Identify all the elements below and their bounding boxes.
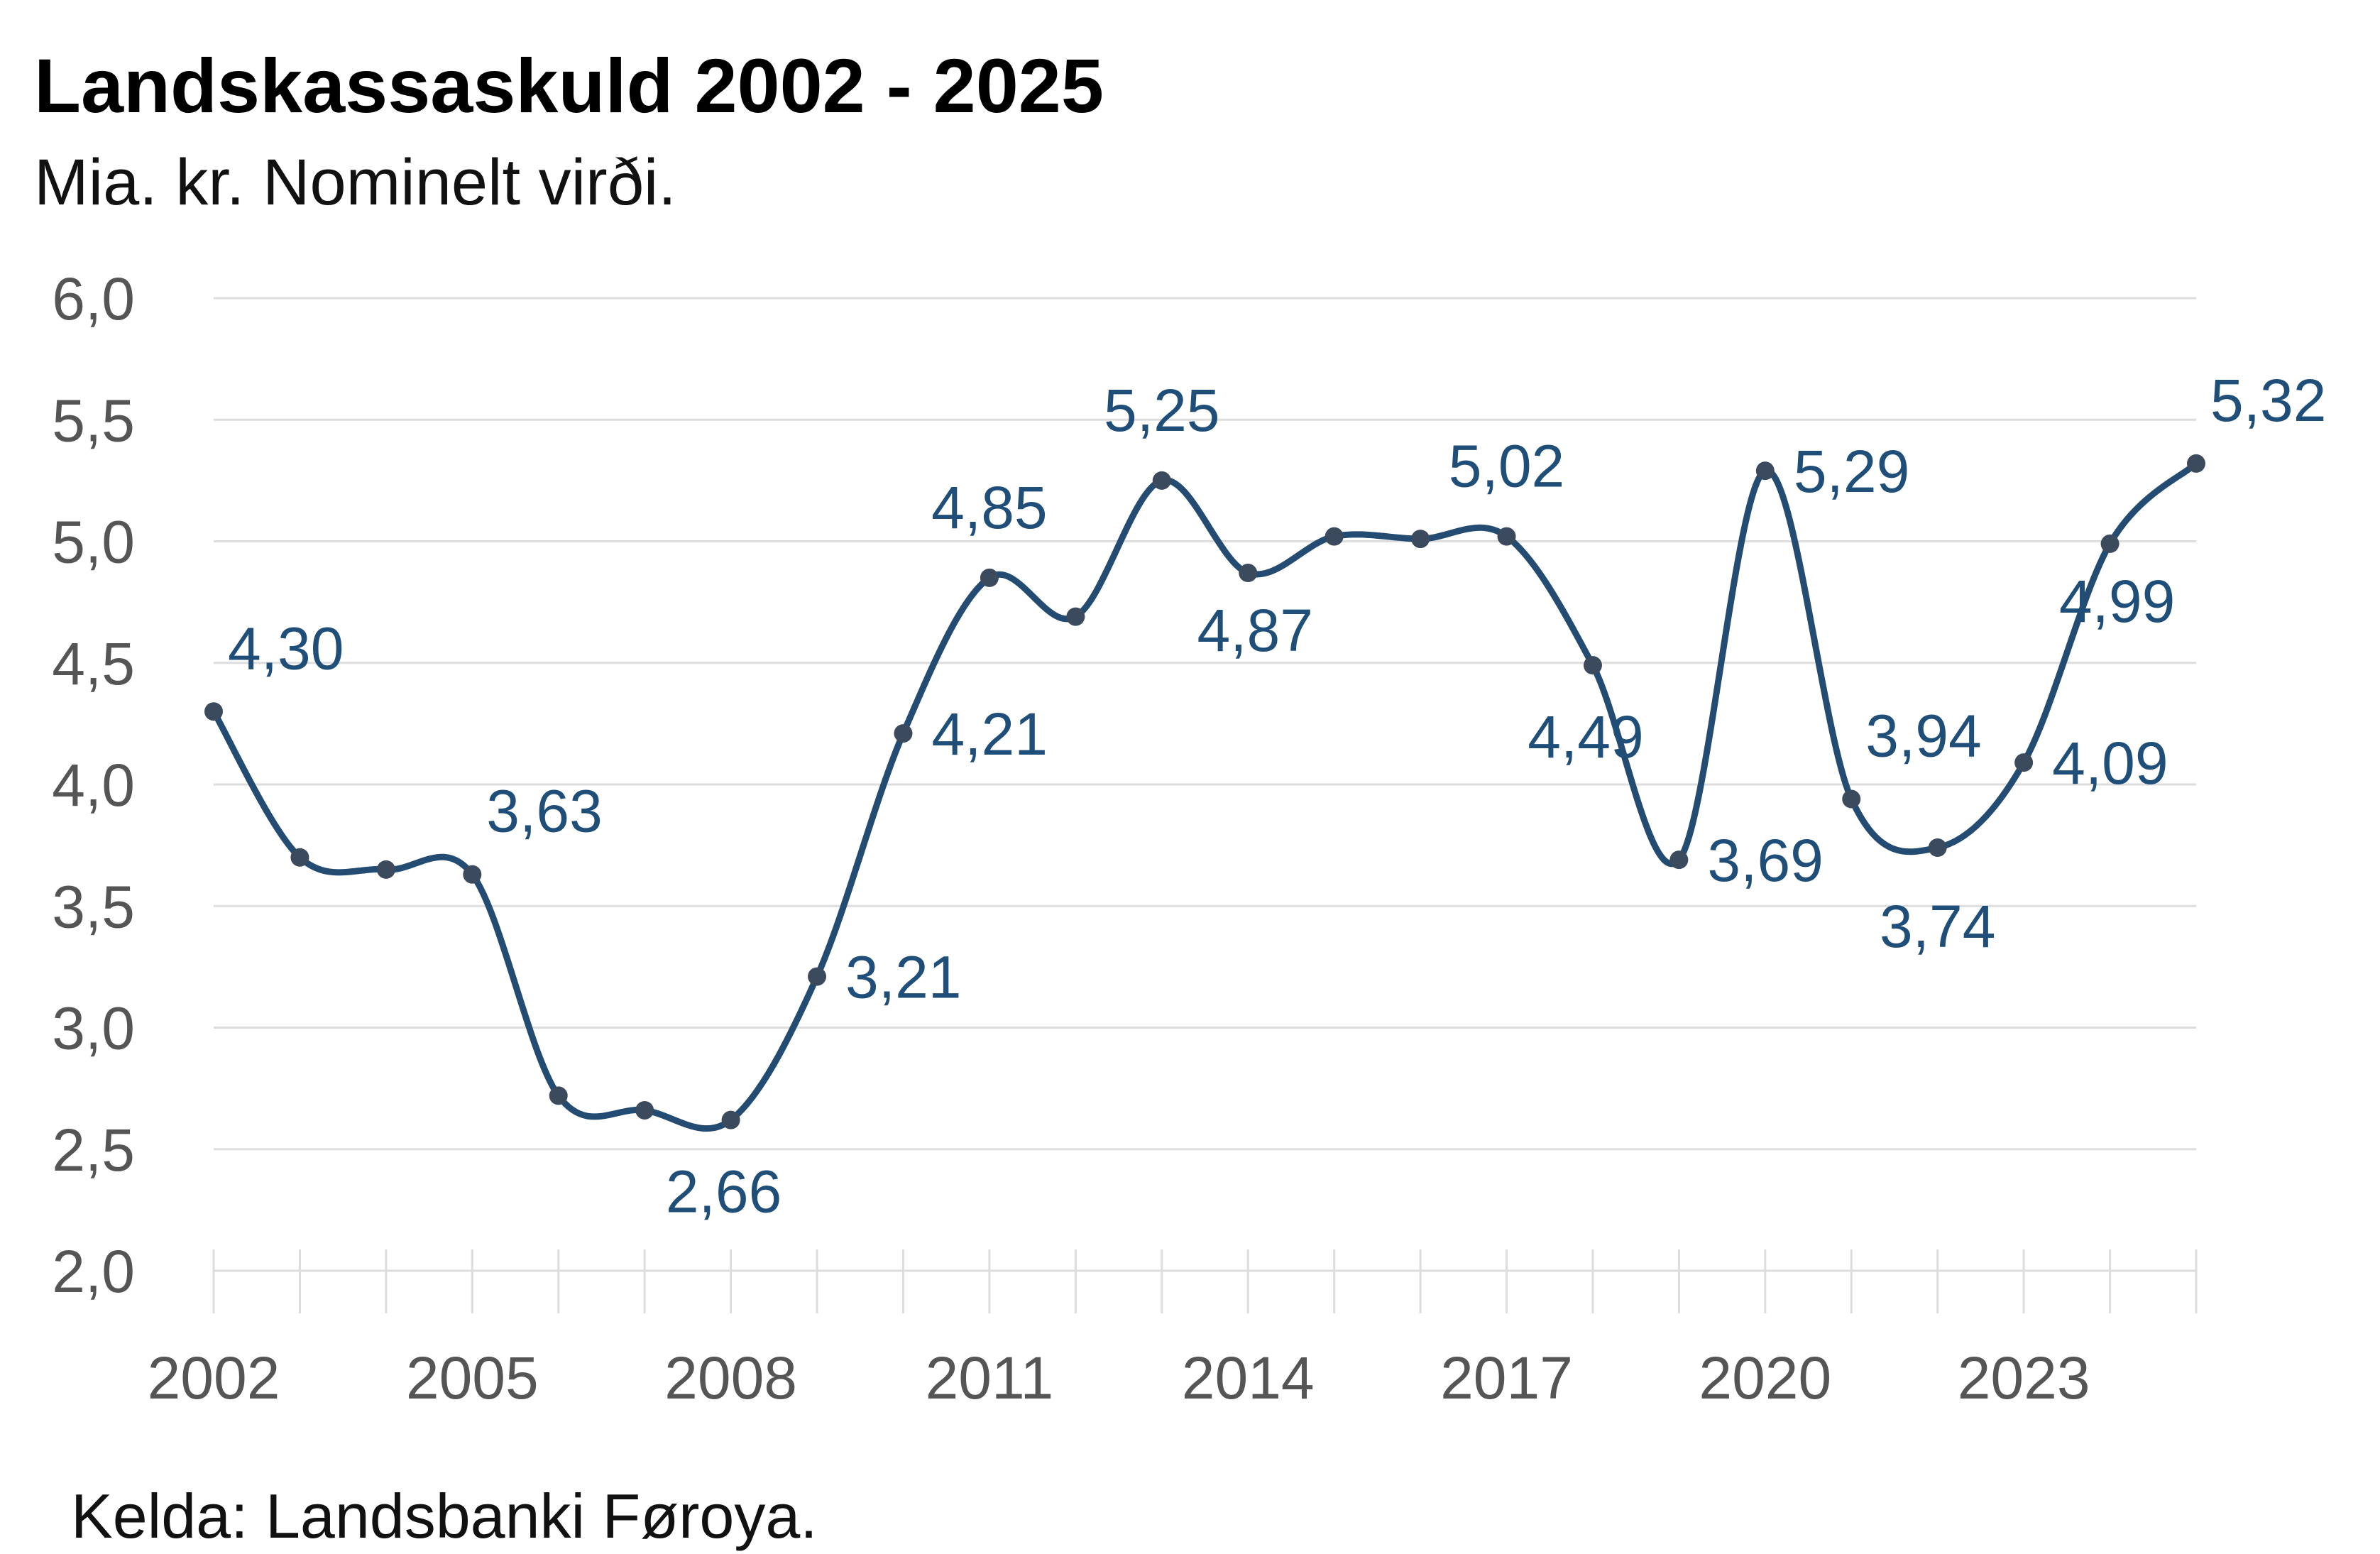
y-tick-label: 3,5 <box>52 873 135 940</box>
y-tick-label: 6,0 <box>52 266 135 332</box>
data-label: 5,29 <box>1794 438 1910 505</box>
data-point <box>549 1086 568 1105</box>
data-label: 3,69 <box>1707 827 1824 894</box>
x-tick-label: 2017 <box>1440 1345 1573 1411</box>
data-label: 3,21 <box>845 944 962 1011</box>
data-point <box>1755 461 1775 481</box>
x-tick-label: 2023 <box>1958 1345 2090 1411</box>
data-label: 2,66 <box>666 1159 782 1225</box>
data-point <box>376 860 395 879</box>
data-point <box>1152 471 1171 490</box>
y-tick-label: 3,0 <box>52 995 135 1062</box>
data-point <box>290 848 309 867</box>
data-point <box>1066 607 1085 626</box>
data-point <box>1928 838 1947 858</box>
gridlines <box>214 297 2196 1151</box>
chart-subtitle: Mia. kr. Nominelt virði. <box>34 146 676 219</box>
data-label: 5,25 <box>1104 377 1220 444</box>
x-tick-label: 2020 <box>1699 1345 1831 1411</box>
data-point <box>2187 454 2205 473</box>
x-tick-label: 2005 <box>406 1345 539 1411</box>
x-tick-label: 2008 <box>664 1345 797 1411</box>
data-label: 4,85 <box>931 474 1048 541</box>
data-point <box>2014 753 2034 772</box>
y-tick-label: 4,5 <box>52 630 135 697</box>
y-axis: 2,0 2,5 3,0 3,5 4,0 4,5 5,0 5,5 6,0 <box>52 266 135 1305</box>
data-label: 5,32 <box>2210 367 2327 434</box>
source-note: Kelda: Landsbanki Føroya. <box>71 1481 818 1551</box>
data-label: 4,87 <box>1197 597 1313 664</box>
y-tick-label: 5,5 <box>52 387 135 454</box>
data-point <box>980 568 999 587</box>
data-point <box>808 967 827 986</box>
x-tick-label: 2002 <box>148 1345 280 1411</box>
data-point <box>1583 656 1602 675</box>
data-point <box>2100 534 2119 553</box>
data-label: 3,94 <box>1865 703 1982 770</box>
data-point <box>204 702 223 721</box>
data-point <box>1842 789 1861 809</box>
y-tick-label: 2,0 <box>52 1238 135 1305</box>
data-point <box>463 865 482 884</box>
chart-title: Landskassaskuld 2002 - 2025 <box>34 43 1104 128</box>
data-point <box>894 724 913 743</box>
data-label: 3,63 <box>486 778 603 845</box>
data-label: 4,21 <box>931 701 1048 767</box>
data-label: 4,09 <box>2052 730 2168 797</box>
y-tick-label: 5,0 <box>52 509 135 576</box>
x-axis: 2002 2005 2008 2011 2014 2017 2020 2023 <box>148 1249 2198 1411</box>
data-point <box>721 1110 740 1129</box>
x-tick-label: 2014 <box>1182 1345 1315 1411</box>
data-point <box>1239 564 1258 583</box>
data-point <box>1669 850 1689 870</box>
markers-group <box>204 454 2205 1129</box>
y-tick-label: 4,0 <box>52 752 135 819</box>
data-labels-group: 4,30 3,63 2,66 3,21 4,21 4,85 5,25 4,87 5,02 4,49… <box>228 367 2327 1225</box>
data-label: 4,99 <box>2059 568 2176 635</box>
data-label: 4,49 <box>1528 704 1644 770</box>
x-tick-label: 2011 <box>926 1345 1054 1411</box>
data-point <box>1497 527 1516 546</box>
data-point <box>635 1100 654 1120</box>
data-label: 3,74 <box>1880 893 1996 960</box>
y-tick-label: 2,5 <box>52 1117 135 1183</box>
data-point <box>1325 527 1344 546</box>
data-label: 5,02 <box>1449 433 1565 500</box>
data-label: 4,30 <box>228 615 344 682</box>
data-point <box>1411 530 1430 549</box>
